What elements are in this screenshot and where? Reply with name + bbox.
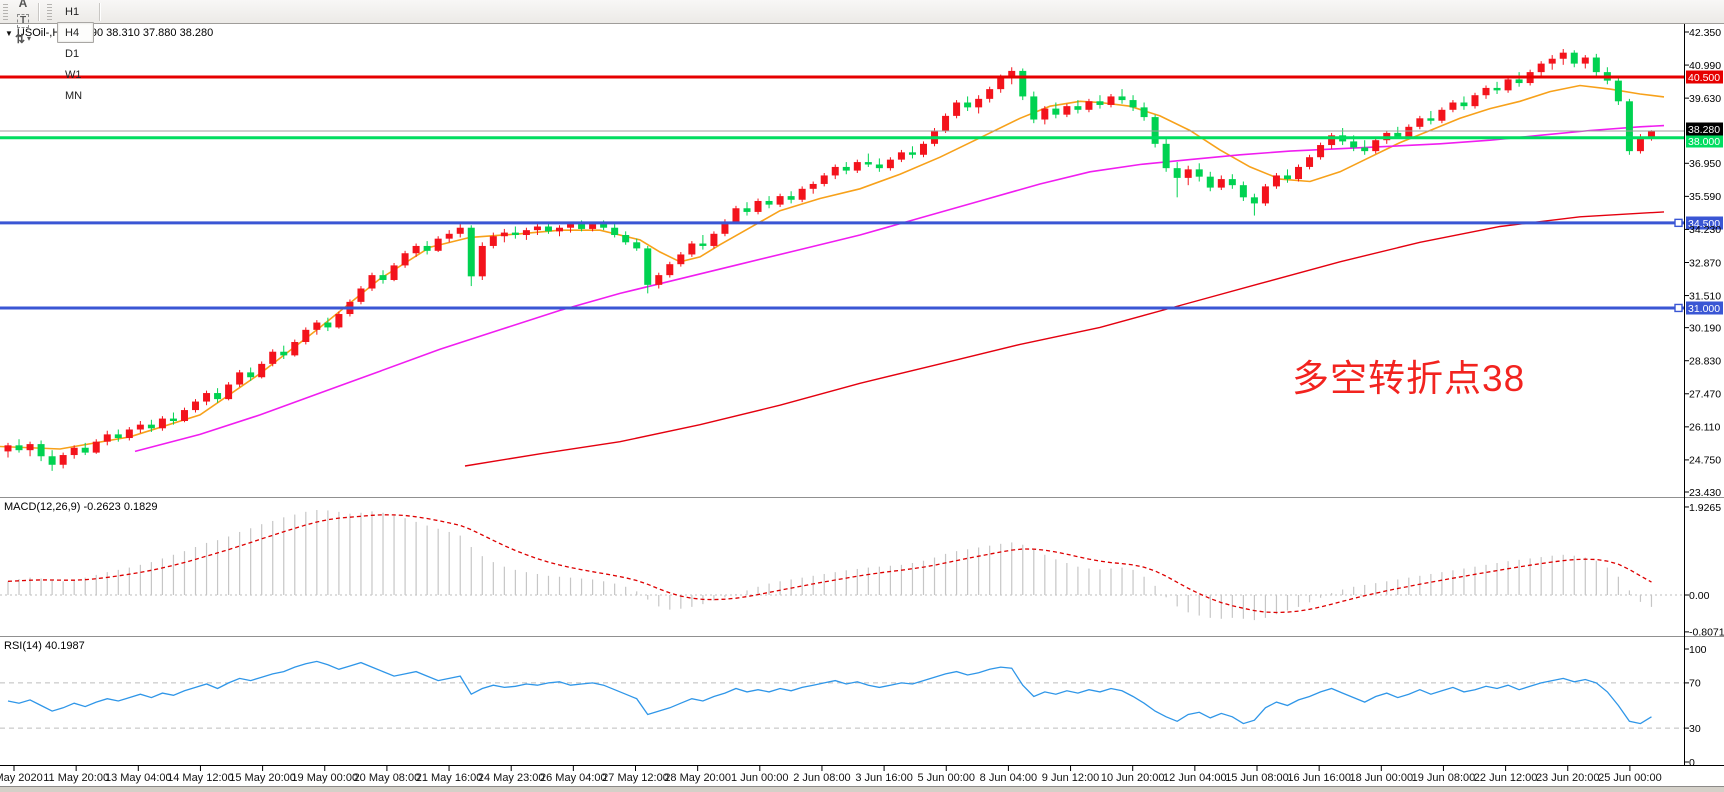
svg-text:38.280: 38.280 [1688,124,1720,136]
svg-text:38.000: 38.000 [1688,136,1720,148]
time-tick-label: 2 Jun 08:00 [793,772,851,784]
time-tick-label: 1 Jun 00:00 [731,772,789,784]
time-tick-label: 21 May 16:00 [416,772,483,784]
macd-scale-label: 1.9265 [1689,502,1721,514]
tf-button-W1[interactable]: W1 [65,68,82,81]
rsi-panel: 100 70 30 0 [0,644,1707,769]
time-tick-label: 12 Jun 04:00 [1163,772,1227,784]
tf-button-D1[interactable]: D1 [65,47,80,60]
ma-mid-magenta[interactable] [134,124,1665,453]
time-tick-label: 24 May 23:00 [478,772,545,784]
time-tick-label: 22 Jun 12:00 [1474,772,1538,784]
svg-text:40.500: 40.500 [1688,72,1720,84]
tf-button-H1[interactable]: H1 [65,5,80,18]
moving-averages [0,84,1665,467]
arrow-objects-tool-icon[interactable]: ⇅ ▾ [13,30,33,48]
rsi-scale-label: 30 [1689,723,1701,735]
price-tick-label: 39.630 [1689,93,1721,105]
time-tick-label: 9 Jun 12:00 [1042,772,1100,784]
hline-40.500[interactable]: 40.500 [0,70,1723,84]
horizontal-line-objects: 40.500 38.000 34.500 31.000 38.280 [0,70,1723,315]
time-tick-label: 11 May 20:00 [43,772,109,784]
price-tick-label: 30.190 [1689,322,1721,334]
time-tick-label: 5 Jun 00:00 [918,772,976,784]
rsi-indicator-label: RSI(14) 40.1987 [4,640,85,652]
svg-text:31.000: 31.000 [1688,303,1720,315]
chevron-down-icon[interactable]: ▼ [5,29,13,38]
ma-slow-red[interactable] [464,211,1665,467]
time-tick-label: 15 Jun 08:00 [1225,772,1289,784]
timeframe-buttons-group: M1M5M15M30H1H4D1W1MN [56,0,95,106]
time-tick-label: 28 May 20:00 [664,772,731,784]
drawing-tools-group: FAT⇅▾ [12,0,34,48]
candlestick-series [4,49,1655,471]
time-tick-label: 3 Jun 16:00 [855,772,913,784]
price-tick-label: 35.590 [1689,191,1721,203]
time-tick-label: 14 May 12:00 [167,772,234,784]
time-tick-label: 19 May 00:00 [291,772,358,784]
rsi-scale-label: 70 [1689,678,1701,690]
price-tick-label: 42.350 [1689,27,1721,39]
price-tick-label: 31.510 [1689,290,1721,302]
macd-panel: 1.9265 0.00 -0.8071 [0,502,1724,639]
tf-button-MN[interactable]: MN [65,89,83,102]
price-tick-label: 32.870 [1689,257,1721,269]
annotation-text[interactable]: 多空转折点38 [1292,358,1526,399]
current-price-line: 38.280 [0,122,1723,136]
price-axis[interactable]: 42.350 40.990 39.630 36.950 35.590 34.230 32.8… [1684,27,1721,499]
time-tick-label: 25 Jun 00:00 [1598,772,1662,784]
price-tick-label: 36.950 [1689,158,1721,170]
time-tick-label: 18 Jun 00:00 [1349,772,1413,784]
hline-34.500[interactable]: 34.500 [0,216,1723,230]
text-annotation-tool-icon[interactable]: A [13,0,33,12]
rsi-scale-label: 0 [1689,757,1695,769]
price-tick-label: 40.990 [1689,60,1721,72]
hline-38.000[interactable]: 38.000 [0,134,1723,148]
time-tick-label: 8 May 2020 [0,772,43,784]
toolbar-separator-2 [99,2,102,21]
toolbar: FAT⇅▾ M1M5M15M30H1H4D1W1MN [0,0,1724,102]
tf-button-H4[interactable]: H4 [57,22,95,43]
window-bottom-strip [0,786,1724,792]
toolbar-drag-handle-2[interactable] [47,3,52,20]
hline-31.000[interactable]: 31.000 [0,301,1723,315]
svg-text:34.500: 34.500 [1688,218,1720,230]
time-tick-label: 13 May 04:00 [105,772,172,784]
macd-histogram [7,509,1653,621]
dropdown-caret-icon[interactable]: ▾ [27,34,32,43]
macd-scale-label: 0.00 [1689,590,1710,602]
symbol-ohlc-text: USOil-,H4 37.990 38.310 37.880 38.280 [16,27,214,39]
macd-indicator-label: MACD(12,26,9) -0.2623 0.1829 [4,501,158,513]
text-annotation-tool-glyph: A [18,0,28,10]
price-tick-label: 34.230 [1689,224,1721,236]
toolbar-drag-handle[interactable] [3,3,8,20]
arrow-objects-tool-glyph: ⇅ [14,31,26,46]
price-tick-label: 28.830 [1689,356,1721,368]
time-tick-label: 16 Jun 16:00 [1287,772,1351,784]
rsi-scale-label: 100 [1689,644,1707,656]
time-tick-label: 10 Jun 20:00 [1101,772,1165,784]
chart-symbol-title[interactable]: ▼ USOil-,H4 37.990 38.310 37.880 38.280 [5,27,213,39]
price-tick-label: 24.750 [1689,455,1721,467]
rsi-line [7,660,1652,725]
time-tick-label: 19 Jun 08:00 [1412,772,1476,784]
macd-signal-line [7,514,1652,614]
price-tick-label: 23.430 [1689,487,1721,499]
time-tick-label: 26 May 04:00 [540,772,607,784]
time-tick-label: 23 Jun 20:00 [1536,772,1600,784]
macd-scale-label: -0.8071 [1689,627,1724,639]
time-tick-label: 27 May 12:00 [602,772,669,784]
price-tick-label: 27.470 [1689,389,1721,401]
text-label-tool-glyph: T [16,13,30,28]
text-label-tool-icon[interactable]: T [13,12,33,30]
time-tick-label: 8 Jun 04:00 [980,772,1038,784]
price-tick-label: 26.110 [1689,422,1720,434]
time-tick-label: 15 May 20:00 [229,772,296,784]
time-tick-label: 20 May 08:00 [354,772,421,784]
toolbar-separator [38,2,40,21]
